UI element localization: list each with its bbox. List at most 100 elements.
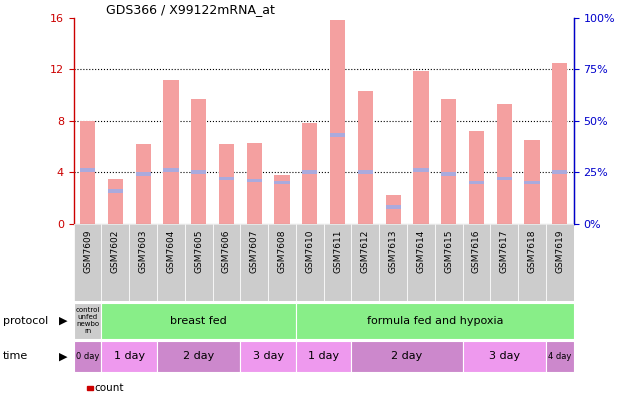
FancyBboxPatch shape [157,341,240,372]
Bar [219,144,234,224]
FancyBboxPatch shape [101,224,129,301]
FancyBboxPatch shape [74,224,101,301]
Text: GSM7617: GSM7617 [500,230,509,273]
Text: GSM7613: GSM7613 [388,230,397,273]
Bar [469,131,484,224]
Bar [274,181,290,185]
FancyBboxPatch shape [296,303,574,339]
Text: GSM7609: GSM7609 [83,230,92,273]
Text: GSM7619: GSM7619 [555,230,564,273]
Bar [330,133,345,137]
FancyBboxPatch shape [296,341,351,372]
Text: GSM7605: GSM7605 [194,230,203,273]
FancyBboxPatch shape [435,224,463,301]
Bar [330,20,345,224]
Bar [247,143,262,224]
FancyBboxPatch shape [74,303,101,339]
Bar [135,144,151,224]
Text: 4 day: 4 day [548,352,572,361]
Text: GSM7604: GSM7604 [167,230,176,273]
Text: count: count [94,383,124,393]
FancyBboxPatch shape [268,224,296,301]
Text: breast fed: breast fed [171,316,227,326]
FancyBboxPatch shape [101,341,157,372]
Text: formula fed and hypoxia: formula fed and hypoxia [367,316,503,326]
Bar [191,170,206,174]
FancyBboxPatch shape [518,224,546,301]
Text: GSM7602: GSM7602 [111,230,120,273]
Bar [108,189,123,193]
Bar [497,104,512,224]
Text: control
unfed
newbo
rn: control unfed newbo rn [76,307,100,334]
Bar [80,121,96,224]
FancyBboxPatch shape [351,341,463,372]
Bar [163,168,179,172]
FancyBboxPatch shape [546,224,574,301]
FancyBboxPatch shape [324,224,351,301]
FancyBboxPatch shape [185,224,213,301]
FancyBboxPatch shape [407,224,435,301]
Text: ▶: ▶ [59,316,67,326]
Text: protocol: protocol [3,316,49,326]
Bar [219,177,234,180]
Text: GSM7607: GSM7607 [250,230,259,273]
Text: 1 day: 1 day [113,351,145,362]
FancyBboxPatch shape [74,341,101,372]
FancyBboxPatch shape [240,341,296,372]
Bar [441,172,456,176]
Text: GSM7611: GSM7611 [333,230,342,273]
Text: time: time [3,351,28,362]
FancyBboxPatch shape [351,224,379,301]
FancyBboxPatch shape [157,224,185,301]
Bar [413,168,429,172]
FancyBboxPatch shape [546,341,574,372]
Bar [552,170,567,174]
Bar [302,170,317,174]
Bar [469,181,484,185]
Bar [385,206,401,209]
Bar [191,99,206,224]
Bar [385,196,401,224]
Bar [413,70,429,224]
Bar [247,179,262,183]
Bar [497,177,512,180]
Text: GSM7614: GSM7614 [417,230,426,273]
Bar [108,179,123,224]
Text: 1 day: 1 day [308,351,339,362]
FancyBboxPatch shape [213,224,240,301]
Text: GSM7606: GSM7606 [222,230,231,273]
Bar [80,168,96,172]
Text: GSM7603: GSM7603 [138,230,147,273]
FancyBboxPatch shape [240,224,268,301]
Text: 2 day: 2 day [392,351,422,362]
Text: GSM7616: GSM7616 [472,230,481,273]
Text: 3 day: 3 day [488,351,520,362]
Bar [163,80,179,224]
FancyBboxPatch shape [101,303,296,339]
Bar [524,181,540,185]
Text: 3 day: 3 day [253,351,284,362]
Bar [135,172,151,176]
Text: 2 day: 2 day [183,351,214,362]
FancyBboxPatch shape [379,224,407,301]
Text: 0 day: 0 day [76,352,99,361]
Text: GSM7618: GSM7618 [528,230,537,273]
Text: ▶: ▶ [59,351,67,362]
FancyBboxPatch shape [129,224,157,301]
Bar [552,63,567,224]
Text: GSM7610: GSM7610 [305,230,314,273]
FancyBboxPatch shape [296,224,324,301]
FancyBboxPatch shape [463,341,546,372]
Bar [358,91,373,224]
Bar [441,99,456,224]
Text: GSM7612: GSM7612 [361,230,370,273]
Text: GSM7615: GSM7615 [444,230,453,273]
FancyBboxPatch shape [463,224,490,301]
Bar [274,175,290,224]
Text: GDS366 / X99122mRNA_at: GDS366 / X99122mRNA_at [106,3,274,16]
Bar [302,123,317,224]
Text: GSM7608: GSM7608 [278,230,287,273]
FancyBboxPatch shape [490,224,518,301]
Bar [358,170,373,174]
Bar [524,140,540,224]
